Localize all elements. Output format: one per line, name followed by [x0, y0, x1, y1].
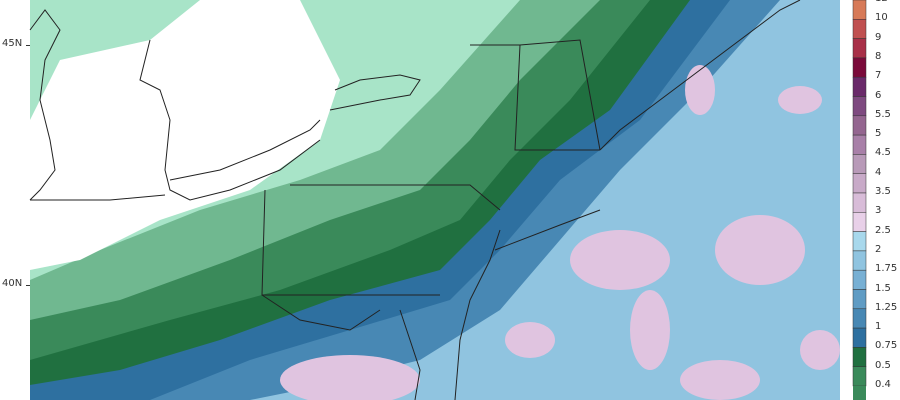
lake-michigan-east-shore [139, 39, 321, 201]
colorbar-label: 3.5 [875, 186, 891, 197]
colorbar-swatch [852, 57, 867, 78]
colorbar-swatch [852, 231, 867, 252]
coastline-ny-nj [454, 229, 501, 400]
blob [280, 355, 420, 400]
colorbar-label: 4.5 [875, 147, 891, 159]
colorbar-label: 12 [875, 0, 888, 4]
state-line-ny-pa [290, 184, 501, 211]
colorbar-label: 0.5 [875, 359, 891, 371]
blob [505, 322, 555, 358]
colorbar-swatch [852, 366, 867, 387]
colorbar-label: 5 [875, 128, 882, 140]
colorbar-swatch [852, 19, 867, 39]
colorbar-label: 6 [875, 89, 882, 101]
colorbar-label: 2 [875, 243, 882, 255]
field-dry-area [30, 0, 340, 270]
colorbar-swatch [852, 212, 867, 232]
colorbar-label: 2.5 [875, 224, 891, 236]
colorbar-swatch [852, 327, 867, 348]
blob [685, 65, 715, 115]
colorbar-swatch [852, 154, 867, 174]
colorbar-swatch [852, 0, 867, 20]
lake-ontario-outline [329, 74, 421, 111]
colorbar-swatch [852, 38, 867, 59]
lat-tick [26, 45, 30, 46]
state-line-md [261, 294, 381, 331]
blob [800, 330, 840, 370]
colorbar-swatch [852, 134, 867, 155]
colorbar-swatch [852, 308, 867, 329]
lat-tick [26, 285, 30, 286]
colorbar-label: 1.5 [875, 282, 891, 294]
colorbar-label: 0.4 [875, 379, 891, 390]
state-line-nh [519, 39, 601, 151]
colorbar-label: 1.25 [875, 301, 898, 313]
colorbar-label: 9 [875, 31, 882, 43]
michigan-outline [29, 9, 61, 201]
colorbar-label: 5.5 [875, 108, 891, 120]
colorbar-label: 1 [875, 321, 882, 333]
colorbar-label: 7 [875, 70, 882, 82]
chesapeake [399, 309, 421, 400]
colorbar-swatch [852, 76, 867, 97]
state-line-ohio [30, 194, 166, 201]
colorbar-label: 1.75 [875, 263, 898, 275]
blob [680, 360, 760, 400]
boundaries [29, 0, 801, 400]
coastline-ne [599, 0, 801, 151]
colorbar-label: 10 [875, 12, 888, 24]
blob [778, 86, 822, 114]
colorbar-swatch [852, 250, 867, 271]
colorbar-swatch [852, 173, 867, 194]
colorbar-label: 0.75 [875, 340, 898, 352]
pink-blobs [280, 65, 840, 400]
colorbar-label: 8 [875, 50, 882, 62]
colorbar-swatch [852, 192, 867, 213]
colorbar-swatch [852, 289, 867, 310]
colorbar-swatch [852, 96, 867, 117]
colorbar-swatch [852, 115, 867, 136]
colorbar-label: 3 [875, 205, 882, 217]
blob [630, 290, 670, 370]
blob [570, 230, 670, 290]
lat-label-45n: 45N [2, 38, 23, 49]
lake-erie-outline [169, 119, 321, 181]
colorbar-swatch [852, 347, 867, 367]
lat-label-40n: 40N [2, 278, 23, 289]
colorbar-swatch [852, 269, 867, 290]
colorbar-swatch [853, 386, 866, 400]
state-line-ny-vt [470, 44, 600, 151]
colorbar-label: 4 [875, 166, 882, 178]
long-island [494, 209, 601, 251]
colorbar [852, 0, 867, 400]
blob [715, 215, 805, 285]
